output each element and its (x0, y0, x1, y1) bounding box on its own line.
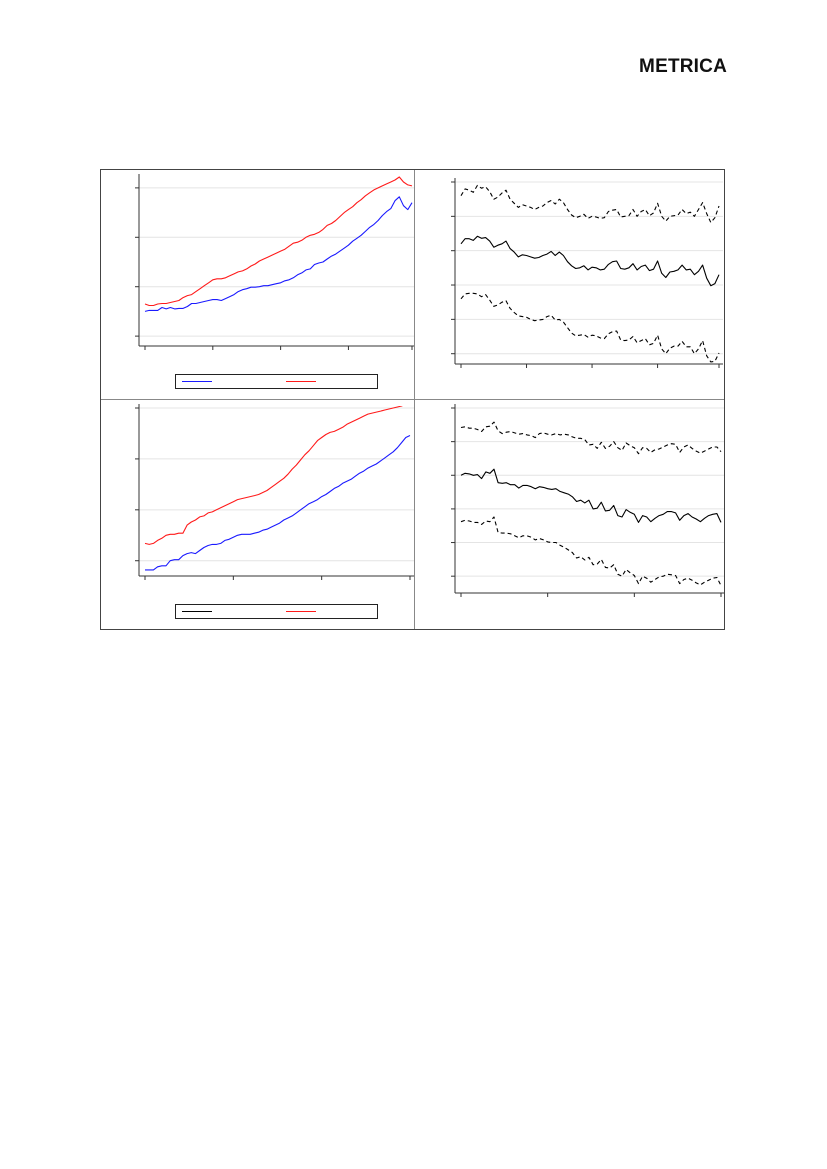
series-line-2 (460, 468, 722, 523)
chart-top-left-legend (175, 374, 378, 389)
legend-swatch-series-2 (286, 381, 316, 382)
chart-bottom-left-svg (135, 404, 414, 580)
chart-top-left (101, 170, 414, 399)
series-line-2 (144, 176, 413, 307)
chart-bottom-left-legend (175, 604, 378, 619)
series-line-1 (460, 184, 720, 224)
series-line-1 (145, 435, 411, 571)
series-line-1 (144, 196, 413, 312)
series-line-3 (460, 292, 720, 363)
series-line-3 (460, 516, 722, 586)
series-line-1 (460, 421, 722, 455)
chart-bottom-right-svg (451, 404, 724, 597)
brand-logo: METRICA (639, 56, 727, 77)
panel-divider-horizontal (101, 399, 724, 400)
chart-bottom-left (101, 400, 414, 629)
series-line-2 (144, 406, 403, 545)
legend-swatch-series-2 (286, 611, 316, 612)
chart-top-left-svg (135, 174, 414, 350)
chart-top-right (415, 170, 724, 399)
legend-swatch-series-1 (182, 381, 212, 382)
legend-swatch-series-1 (182, 611, 212, 612)
chart-bottom-right (415, 400, 724, 629)
chart-top-right-svg (451, 178, 723, 368)
figure-frame (100, 169, 725, 630)
series-line-2 (460, 235, 720, 287)
